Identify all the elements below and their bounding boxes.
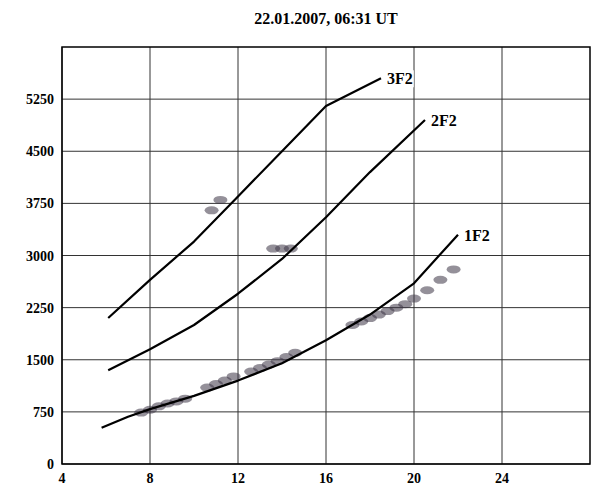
y-tick-label: 2250	[26, 301, 54, 316]
label-bg	[386, 70, 414, 87]
x-tick-label: 20	[407, 471, 421, 486]
label-bg	[430, 112, 458, 129]
trace-line	[108, 120, 425, 370]
y-tick-label: 0	[47, 457, 54, 472]
echo-point	[213, 196, 227, 204]
echo-point	[433, 276, 447, 284]
series-label: 1F2	[464, 227, 490, 244]
x-tick-label: 4	[59, 471, 66, 486]
labels: 1F2 2F2 3F2	[386, 70, 491, 243]
label-bg	[463, 227, 491, 244]
title: 22.01.2007, 06:31 UT	[254, 10, 398, 27]
series-label: 2F2	[431, 112, 457, 129]
y-tick-label: 5250	[26, 92, 54, 107]
x-tick-label: 16	[319, 471, 333, 486]
y-grid-line	[62, 255, 590, 256]
echo-point	[447, 265, 461, 273]
y-tick-label: 750	[33, 405, 54, 420]
y-tick-label: 3000	[26, 249, 54, 264]
y-grid-line	[62, 203, 590, 204]
echo-point	[420, 286, 434, 294]
plot-area	[62, 47, 590, 464]
x-tick-label: 24	[495, 471, 509, 486]
y-tick-label: 1500	[26, 353, 54, 368]
y-grid-line	[62, 307, 590, 308]
echo-point	[205, 206, 219, 214]
data-group	[102, 78, 461, 428]
y-tick-label: 4500	[26, 144, 54, 159]
x-tick-label: 12	[231, 471, 245, 486]
series-label: 3F2	[387, 70, 413, 87]
grid	[62, 47, 590, 464]
trace-line	[108, 78, 381, 318]
echo-point	[407, 295, 421, 303]
y-grid-line	[62, 99, 590, 100]
trace-line	[102, 235, 458, 428]
y-grid-line	[62, 151, 590, 152]
y-grid-line	[62, 359, 590, 360]
chart: 22.01.2007, 06:31 UT 4 8 12 16 20 24 0 750 1500 22…	[0, 0, 608, 497]
y-tick-label: 3750	[26, 196, 54, 211]
x-tick-label: 8	[147, 471, 154, 486]
plot-frame	[62, 47, 590, 464]
